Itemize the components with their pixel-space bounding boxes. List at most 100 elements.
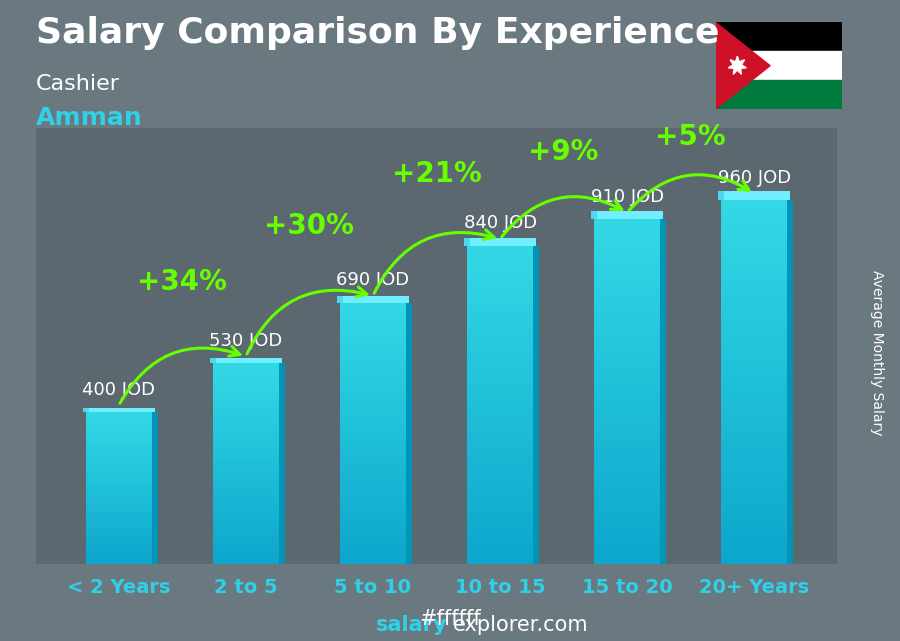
Bar <box>721 532 788 537</box>
Bar <box>340 479 406 482</box>
Bar <box>340 466 406 469</box>
Bar <box>212 517 279 519</box>
Bar <box>86 547 152 549</box>
Bar <box>721 446 788 451</box>
Bar <box>340 374 406 378</box>
Bar <box>212 373 279 376</box>
Bar <box>594 482 661 487</box>
Bar <box>212 408 279 411</box>
Bar <box>212 444 279 446</box>
Bar <box>340 365 406 368</box>
Bar <box>721 382 788 387</box>
Bar <box>467 456 533 461</box>
Bar <box>212 394 279 396</box>
Bar <box>86 528 152 530</box>
Bar <box>467 532 533 537</box>
Bar <box>210 358 282 363</box>
Bar <box>340 394 406 397</box>
Bar <box>340 397 406 401</box>
Bar <box>86 538 152 540</box>
Text: 690 JOD: 690 JOD <box>337 271 410 289</box>
Bar <box>594 413 661 417</box>
Text: 530 JOD: 530 JOD <box>209 332 283 350</box>
Bar <box>279 363 284 564</box>
Bar <box>467 413 533 417</box>
Bar <box>212 494 279 496</box>
Bar <box>340 522 406 525</box>
Bar <box>212 386 279 388</box>
Bar <box>721 369 788 373</box>
Bar <box>86 488 152 490</box>
Bar <box>721 250 788 254</box>
Bar <box>86 490 152 492</box>
Bar <box>340 515 406 519</box>
Bar <box>721 542 788 546</box>
Bar <box>212 403 279 406</box>
Bar <box>86 534 152 536</box>
Bar <box>467 520 533 524</box>
Bar <box>594 542 661 547</box>
Bar <box>86 465 152 467</box>
Bar <box>340 469 406 472</box>
Bar <box>467 262 533 265</box>
Bar <box>340 348 406 351</box>
Bar <box>212 463 279 466</box>
Bar <box>212 436 279 438</box>
Bar <box>406 303 412 564</box>
Bar <box>721 241 788 246</box>
Bar <box>467 341 533 345</box>
Bar <box>86 420 152 422</box>
Bar <box>721 432 788 437</box>
Bar <box>340 472 406 476</box>
Bar <box>212 554 279 556</box>
Bar <box>594 456 661 461</box>
Bar <box>597 210 663 219</box>
Bar <box>212 401 279 403</box>
Bar <box>212 544 279 547</box>
Bar <box>721 282 788 287</box>
Bar <box>594 387 661 392</box>
Bar <box>594 495 661 499</box>
Bar <box>467 353 533 357</box>
Bar <box>340 404 406 407</box>
Bar <box>594 404 661 409</box>
Bar <box>591 210 663 219</box>
Bar <box>212 449 279 451</box>
Bar <box>594 435 661 439</box>
Bar <box>467 417 533 420</box>
Bar <box>86 536 152 538</box>
Bar <box>340 326 406 329</box>
Bar <box>340 303 406 306</box>
Bar <box>467 528 533 532</box>
Bar <box>340 368 406 371</box>
Bar <box>340 335 406 338</box>
Bar <box>86 443 152 445</box>
Bar <box>721 560 788 564</box>
Bar <box>86 481 152 483</box>
Bar <box>340 329 406 332</box>
Bar <box>594 452 661 456</box>
Bar <box>467 361 533 365</box>
Bar <box>212 531 279 534</box>
Bar <box>594 478 661 482</box>
Bar <box>212 366 279 368</box>
Bar <box>212 559 279 562</box>
Bar <box>86 456 152 458</box>
Bar <box>467 560 533 564</box>
Text: Cashier: Cashier <box>36 74 120 94</box>
Bar <box>86 499 152 501</box>
Bar <box>340 502 406 505</box>
Bar <box>467 501 533 504</box>
Bar <box>467 516 533 520</box>
Bar <box>340 306 406 309</box>
Bar <box>721 246 788 250</box>
Bar <box>86 433 152 435</box>
Bar <box>594 275 661 279</box>
Bar <box>86 418 152 420</box>
Bar <box>86 437 152 439</box>
Bar <box>594 417 661 422</box>
Bar <box>340 547 406 551</box>
Bar <box>721 410 788 414</box>
Bar <box>467 250 533 254</box>
Bar <box>594 379 661 383</box>
